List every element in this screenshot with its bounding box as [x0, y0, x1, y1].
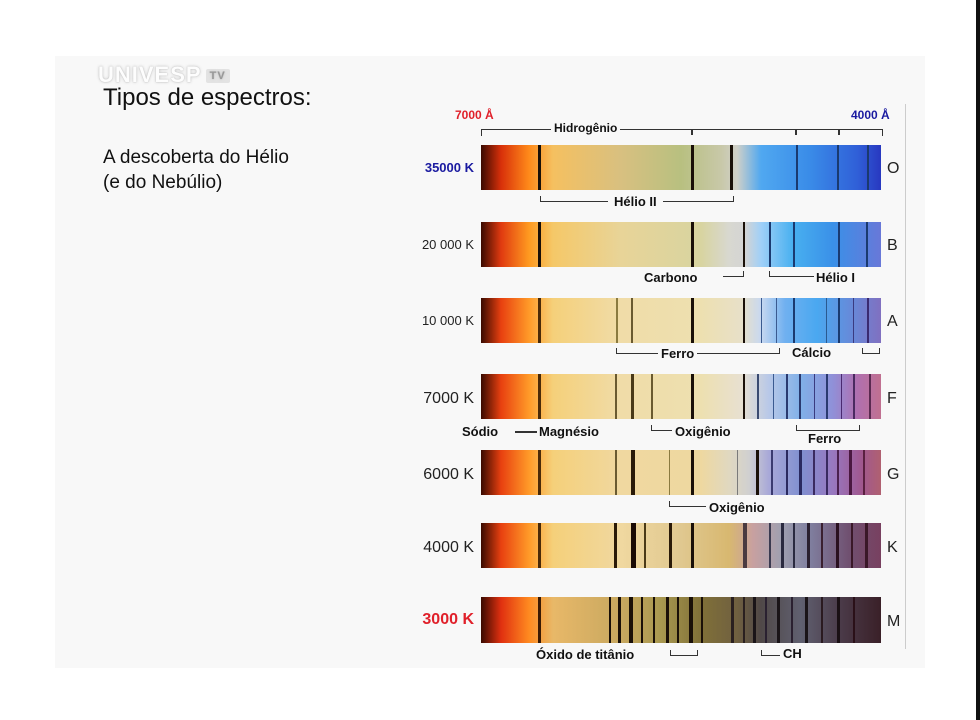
spectrum-g [481, 450, 881, 495]
annotation-ferro-f: Ferro [808, 431, 842, 446]
annotation-helio-ii: Hélio II [608, 194, 663, 209]
bracket-tick [691, 129, 693, 135]
subtitle-line-2: (e do Nebúlio) [103, 172, 223, 193]
annotation-ch: CH [783, 646, 802, 661]
temp-label-a: 10 000 K [421, 313, 474, 328]
slide-subtitle: A descoberta do Hélio (e do Nebúlio) [103, 145, 289, 195]
annotation-ferro: Ferro [658, 346, 698, 361]
window-edge [976, 0, 980, 720]
helium-i-bracket [769, 271, 814, 277]
temp-label-f: 7000 K [423, 390, 474, 407]
temp-label-b: 20 000 K [421, 237, 474, 252]
spectrum-b [481, 222, 881, 267]
subtitle-line-1: A descoberta do Hélio [103, 147, 289, 168]
sodium-leader [515, 431, 537, 433]
annotation-sodio: Sódio [462, 424, 499, 439]
iron-bracket [616, 348, 780, 354]
temp-label-o: 35000 K [424, 160, 474, 175]
tv-badge: TV [205, 69, 230, 84]
spectrum-f [481, 374, 881, 419]
slide-title: Tipos de espectros: [103, 84, 312, 111]
temp-label-k: 4000 K [423, 539, 474, 556]
univesp-tv-logo: UNIVESP TV [98, 62, 230, 88]
hydrogen-bracket [481, 129, 883, 136]
hydrogen-label: Hidrogênio [551, 121, 621, 135]
class-label-b: B [887, 237, 898, 254]
temp-label-g: 6000 K [423, 466, 474, 483]
annotation-oxigenio-f: Oxigênio [675, 424, 731, 439]
titanium-oxide-bracket [670, 650, 698, 656]
oxygen-bracket-f [651, 425, 672, 431]
class-label-o: O [887, 160, 900, 177]
iron-bracket-f [796, 425, 860, 431]
bracket-tick [838, 129, 840, 135]
logo-text: UNIVESP [98, 62, 202, 87]
spectrum-k [481, 523, 881, 568]
class-label-m: M [887, 613, 901, 630]
annotation-oxido-titanio: Óxido de titânio [536, 647, 635, 662]
oxygen-bracket-g [669, 501, 706, 507]
ch-bracket [761, 650, 780, 656]
calcium-bracket [862, 348, 880, 354]
wavelength-right-label: 4000 Å [851, 108, 890, 122]
class-label-g: G [887, 466, 900, 483]
annotation-magnesio: Magnésio [539, 424, 599, 439]
annotation-oxigenio-g: Oxigênio [709, 500, 765, 515]
annotation-helio-i: Hélio I [816, 270, 856, 285]
divider-line [905, 104, 906, 649]
annotation-calcio: Cálcio [792, 345, 832, 360]
temp-label-m: 3000 K [422, 611, 474, 628]
class-label-f: F [887, 390, 897, 407]
class-label-a: A [887, 313, 898, 330]
spectrum-o [481, 145, 881, 190]
wavelength-left-label: 7000 Å [455, 108, 494, 122]
bracket-tick [795, 129, 797, 135]
spectrum-m [481, 597, 881, 643]
spectrum-a [481, 298, 881, 343]
annotation-carbono: Carbono [644, 270, 698, 285]
carbon-bracket [723, 271, 744, 277]
class-label-k: K [887, 539, 898, 556]
